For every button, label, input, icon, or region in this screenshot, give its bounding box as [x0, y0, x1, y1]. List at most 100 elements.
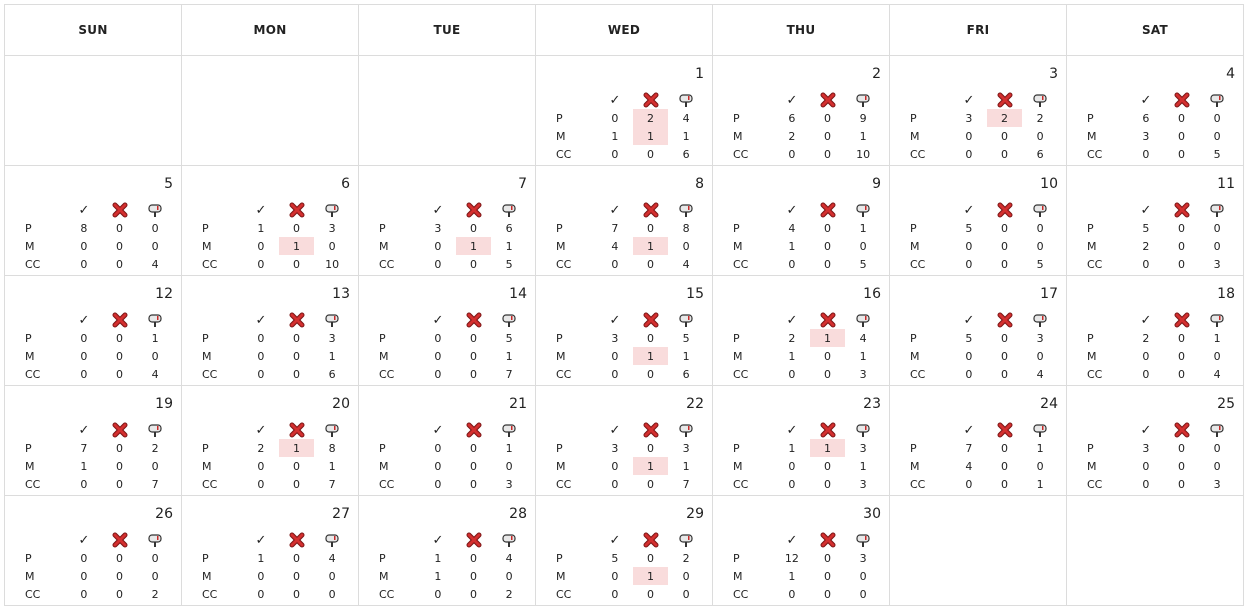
day-number: 9 [872, 176, 881, 192]
check-icon: ✓ [786, 312, 798, 328]
stat-value: 1 [632, 347, 669, 365]
stat-value: 0 [1001, 441, 1009, 455]
day-cell: 20 ✓ P 2 1 8 M 0 0 1 CC 0 0 7 [181, 385, 359, 496]
row-label: P [202, 331, 209, 345]
mailbox-icon [137, 201, 173, 219]
mailbox-icon [845, 421, 881, 439]
day-stats: ✓ P 0 2 4 M 1 1 1 CC 0 0 6 [542, 91, 704, 163]
check-icon: ✓ [963, 202, 975, 218]
stat-value: 0 [505, 459, 513, 473]
row-label: CC [733, 257, 749, 271]
stat-value: 0 [116, 367, 124, 381]
row-label: P [556, 111, 563, 125]
day-cell: 8 ✓ P 7 0 8 M 4 1 0 CC 0 0 4 [535, 165, 713, 276]
stat-value: 3 [611, 331, 619, 345]
stat-value: 0 [1213, 129, 1221, 143]
row-label: M [910, 129, 920, 143]
row-label: CC [910, 477, 926, 491]
mailbox-icon [1022, 311, 1058, 329]
stat-value: 0 [293, 349, 301, 363]
row-label: P [379, 551, 386, 565]
stat-value: 0 [788, 459, 796, 473]
stat-value: 0 [647, 587, 655, 601]
stat-value: 0 [151, 551, 159, 565]
row-label: P [1087, 441, 1094, 455]
stat-value: 1 [80, 459, 88, 473]
stat-value: 0 [293, 551, 301, 565]
stat-value: 0 [1213, 441, 1221, 455]
stat-value: 0 [1142, 367, 1150, 381]
row-label: P [379, 221, 386, 235]
week-row: 26 ✓ P 0 0 0 M 0 0 0 CC 0 0 2 27 ✓ P 1 0 4 M 0 0 0 CC 0 0 0 28 ✓ P 1 0 4 M… [4, 495, 1244, 606]
day-cell: 12 ✓ P 0 0 1 M 0 0 0 CC 0 0 4 [4, 275, 182, 386]
day-cell: 25 ✓ P 3 0 0 M 0 0 0 CC 0 0 3 [1066, 385, 1244, 496]
row-label: CC [733, 367, 749, 381]
stat-value: 0 [328, 239, 336, 253]
stat-value: 1 [1213, 331, 1221, 345]
mailbox-icon [137, 311, 173, 329]
day-number: 25 [1217, 396, 1235, 412]
red-x-icon [810, 311, 846, 329]
day-cell: 13 ✓ P 0 0 3 M 0 0 1 CC 0 0 6 [181, 275, 359, 386]
row-label: M [379, 569, 389, 583]
stat-value: 3 [1213, 477, 1221, 491]
day-number: 24 [1040, 396, 1058, 412]
stat-value: 1 [859, 221, 867, 235]
red-x-icon [1164, 201, 1200, 219]
day-cell: 27 ✓ P 1 0 4 M 0 0 0 CC 0 0 0 [181, 495, 359, 606]
stat-value: 0 [257, 257, 265, 271]
mailbox-icon [1022, 421, 1058, 439]
stat-value: 0 [824, 239, 832, 253]
stat-value: 0 [1001, 129, 1009, 143]
red-x-icon [1164, 421, 1200, 439]
stat-value: 0 [257, 367, 265, 381]
red-x-icon [102, 311, 138, 329]
row-label: CC [25, 477, 41, 491]
red-x-icon [1164, 311, 1200, 329]
mailbox-icon [845, 311, 881, 329]
stat-value: 0 [965, 257, 973, 271]
stat-value: 0 [470, 477, 478, 491]
stat-value: 0 [470, 587, 478, 601]
stat-value: 0 [611, 477, 619, 491]
stat-value: 2 [788, 331, 796, 345]
stat-value: 0 [647, 221, 655, 235]
check-icon: ✓ [1140, 312, 1152, 328]
row-label: M [733, 569, 743, 583]
stat-value: 0 [611, 569, 619, 583]
stat-value: 0 [116, 587, 124, 601]
day-stats: ✓ P 3 0 0 M 0 0 0 CC 0 0 3 [1073, 421, 1235, 493]
stat-value: 1 [434, 569, 442, 583]
stat-value: 2 [151, 587, 159, 601]
stat-value: 0 [116, 221, 124, 235]
stat-value: 2 [682, 551, 690, 565]
stat-value: 5 [859, 257, 867, 271]
stat-value: 0 [257, 349, 265, 363]
row-label: CC [202, 257, 218, 271]
stat-value: 1 [788, 239, 796, 253]
stat-value: 2 [1142, 239, 1150, 253]
day-number: 12 [155, 286, 173, 302]
stat-value: 0 [1178, 441, 1186, 455]
check-icon: ✓ [1140, 92, 1152, 108]
day-stats: ✓ P 5 0 0 M 2 0 0 CC 0 0 3 [1073, 201, 1235, 273]
row-label: M [25, 239, 35, 253]
stat-value: 0 [470, 441, 478, 455]
stat-value: 0 [1001, 477, 1009, 491]
red-x-icon [279, 311, 315, 329]
stat-value: 9 [859, 111, 867, 125]
stat-value: 1 [788, 569, 796, 583]
stat-value: 0 [1213, 459, 1221, 473]
day-stats: ✓ P 0 0 1 M 0 0 0 CC 0 0 3 [365, 421, 527, 493]
day-number: 4 [1226, 66, 1235, 82]
day-number: 11 [1217, 176, 1235, 192]
red-x-icon [987, 421, 1023, 439]
row-label: M [1087, 129, 1097, 143]
stat-value: 0 [293, 459, 301, 473]
stat-value: 0 [434, 239, 442, 253]
stat-value: 0 [611, 147, 619, 161]
stat-value: 1 [278, 237, 315, 255]
day-cell: 28 ✓ P 1 0 4 M 1 0 0 CC 0 0 2 [358, 495, 536, 606]
stat-value: 2 [1142, 331, 1150, 345]
stat-value: 4 [505, 551, 513, 565]
